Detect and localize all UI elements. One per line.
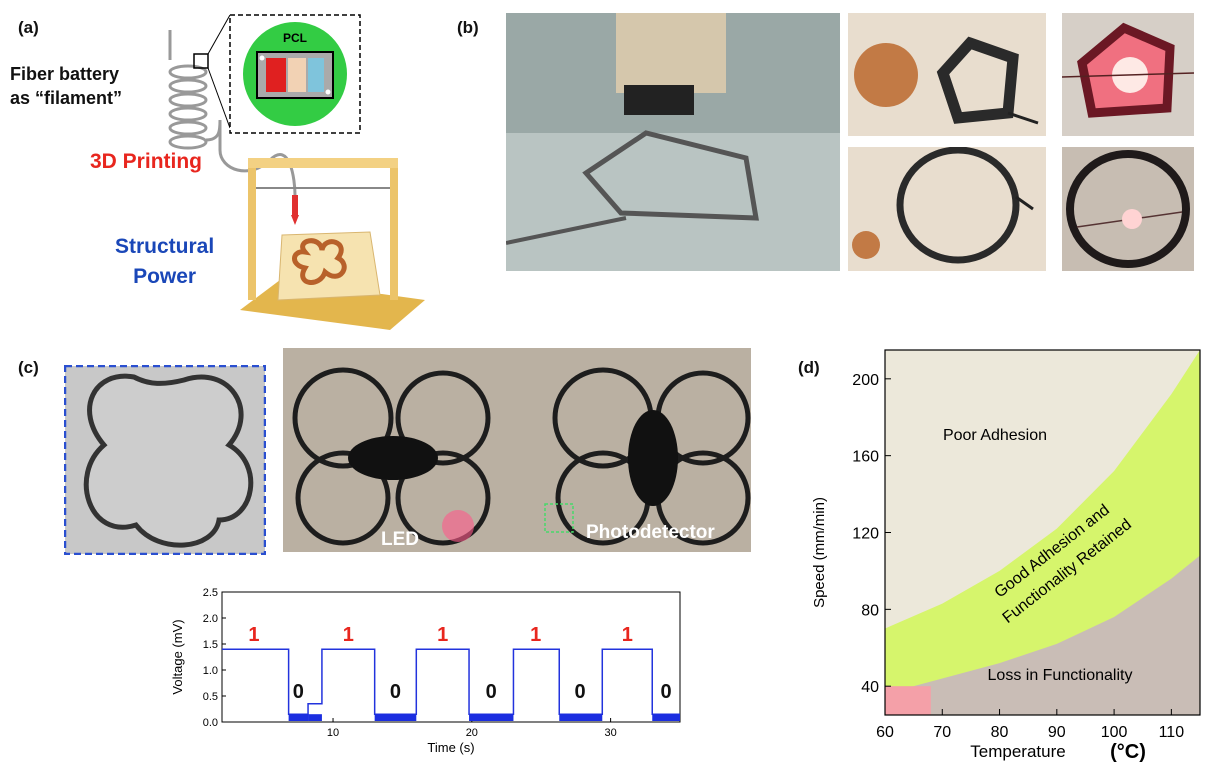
panel-b-label: (b) — [457, 18, 479, 37]
fiber-line2: as “filament” — [10, 88, 123, 108]
process-xunit: (°C) — [1110, 741, 1146, 763]
voltage-low-segment — [469, 714, 514, 721]
y-tick-label: 160 — [852, 449, 879, 466]
structural-label: Structural — [115, 235, 215, 258]
bit-label: 0 — [661, 681, 672, 703]
drone-photo — [283, 348, 751, 552]
loss-functionality-label: Loss in Functionality — [988, 667, 1133, 684]
bit-label: 1 — [343, 624, 354, 646]
y-tick-label: 2.0 — [203, 613, 218, 625]
voltage-xlabel: Time (s) — [427, 740, 474, 755]
panel-d-label: (d) — [798, 358, 820, 377]
bit-label: 0 — [486, 681, 497, 703]
panel-c-label: (c) — [18, 358, 39, 377]
zoom-box — [193, 53, 209, 69]
bit-label: 1 — [248, 624, 259, 646]
x-tick-label: 10 — [327, 727, 339, 739]
voltage-low-segment — [288, 714, 309, 721]
pcl-label: PCL — [283, 31, 307, 45]
pentagon-photo — [848, 13, 1046, 136]
printer-frame — [240, 158, 425, 330]
y-tick-label: 1.5 — [203, 639, 218, 651]
voltage-low-segment — [308, 714, 322, 721]
poor-adhesion-label: Poor Adhesion — [943, 427, 1047, 444]
region-loss-functionality — [885, 555, 1200, 715]
x-tick-label: 80 — [991, 724, 1009, 741]
x-tick-label: 100 — [1101, 724, 1128, 741]
y-tick-label: 0.5 — [203, 691, 218, 703]
process-xlabel: Temperature — [970, 742, 1065, 761]
process-regions — [885, 350, 1200, 715]
voltage-ylabel: Voltage (mV) — [170, 619, 185, 694]
y-tick-label: 1.0 — [203, 665, 218, 677]
x-tick-label: 60 — [876, 724, 894, 741]
x-tick-label: 90 — [1048, 724, 1066, 741]
voltage-labels: 1 0 1 0 1 0 1 0 1 0 — [248, 624, 671, 703]
y-tick-label: 2.5 — [203, 587, 218, 599]
process-axes: 200 160 120 80 40 60 70 80 90 100 110 Speed (mm/min… — [811, 349, 1201, 763]
x-tick-label: 70 — [933, 724, 951, 741]
bit-label: 0 — [575, 681, 586, 703]
fiber-line1: Fiber battery — [10, 64, 120, 84]
ring-photo — [848, 147, 1046, 271]
photodetector-label: Photodetector — [586, 522, 715, 543]
process-window-chart: 200 160 120 80 40 60 70 80 90 100 110 Speed (mm/min… — [811, 349, 1201, 763]
y-tick-label: 120 — [852, 526, 879, 543]
y-tick-label: 40 — [861, 679, 879, 696]
bit-label: 0 — [390, 681, 401, 703]
x-tick-label: 20 — [466, 727, 478, 739]
bit-label: 0 — [293, 681, 304, 703]
x-tick-label: 30 — [604, 727, 616, 739]
bit-label: 1 — [437, 624, 448, 646]
cloverleaf-photo — [64, 365, 266, 555]
x-tick-label: 110 — [1159, 724, 1185, 741]
voltage-low-segment — [559, 714, 603, 721]
led-label: LED — [381, 529, 419, 550]
voltage-low-segment — [652, 714, 680, 721]
voltage-series-line — [222, 648, 680, 715]
y-tick-label: 80 — [861, 602, 879, 619]
3d-printing-label: 3D Printing — [90, 150, 203, 173]
region-pink — [885, 686, 931, 715]
printing-photo — [506, 13, 840, 271]
panel-a-illustration: PCL — [168, 14, 425, 330]
voltage-low-segment — [374, 714, 417, 721]
y-tick-label: 0.0 — [203, 717, 218, 729]
panel-a-label: (a) — [18, 18, 39, 37]
ring-lit-photo — [1062, 147, 1194, 271]
bit-label: 1 — [530, 624, 541, 646]
bit-label: 1 — [622, 624, 633, 646]
structural-power-label: Structural Power — [115, 232, 214, 292]
fiber-coil — [168, 30, 297, 200]
pentagon-lit-photo — [1062, 13, 1194, 136]
fiber-battery-caption: Fiber battery as “filament” — [10, 62, 122, 110]
voltage-trace — [222, 648, 680, 721]
process-ylabel: Speed (mm/min) — [811, 497, 828, 608]
y-tick-label: 200 — [852, 372, 879, 389]
power-label: Power — [133, 265, 197, 288]
voltage-plot-frame — [221, 591, 681, 723]
